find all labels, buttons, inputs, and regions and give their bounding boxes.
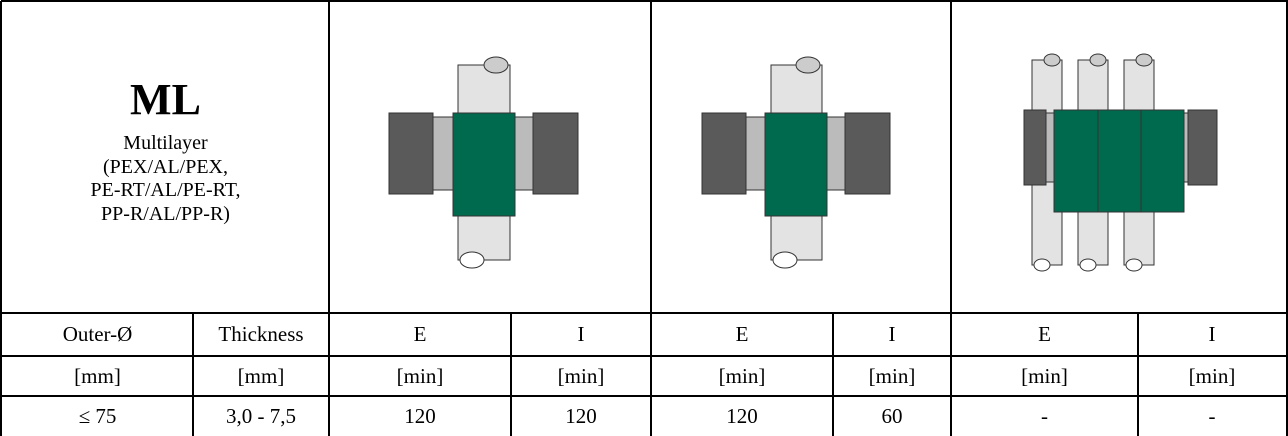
subtitle-line: PE-RT/AL/PE-RT, — [90, 179, 241, 201]
column-header: I — [888, 322, 896, 346]
data-cell: - — [1041, 403, 1048, 428]
unit-cell: [mm] — [237, 363, 285, 388]
unit-cell: [min] — [557, 363, 605, 388]
column-header: I — [577, 322, 585, 346]
unit-cell: [min] — [718, 363, 766, 388]
diagram-1 — [388, 56, 579, 269]
table-title: ML — [130, 75, 201, 124]
column-header: Outer-Ø — [62, 322, 133, 346]
unit-cell: [min] — [1188, 363, 1236, 388]
subtitle-line: (PEX/AL/PEX, — [103, 155, 228, 178]
unit-cell: [min] — [1021, 363, 1068, 388]
unit-cell: [min] — [868, 363, 916, 388]
data-cell: 120 — [404, 403, 436, 428]
column-header: I — [1208, 322, 1216, 346]
column-header: Thickness — [218, 322, 304, 346]
data-cell: 3,0 - 7,5 — [226, 403, 296, 428]
diagram-2 — [701, 56, 891, 269]
unit-cell: [min] — [396, 363, 444, 388]
data-cell: 120 — [565, 403, 597, 428]
unit-cell: [mm] — [74, 363, 121, 388]
data-cell: 60 — [881, 403, 903, 428]
column-header: E — [413, 322, 427, 346]
subtitle-line: Multilayer — [123, 132, 208, 154]
data-cell: - — [1208, 403, 1216, 428]
diagram-3 — [1023, 53, 1218, 272]
data-cell: 120 — [726, 403, 758, 428]
column-header: E — [735, 322, 749, 346]
data-cell: ≤ 75 — [78, 403, 117, 428]
column-header: E — [1038, 322, 1051, 346]
subtitle-line: PP-R/AL/PP-R) — [101, 202, 230, 225]
